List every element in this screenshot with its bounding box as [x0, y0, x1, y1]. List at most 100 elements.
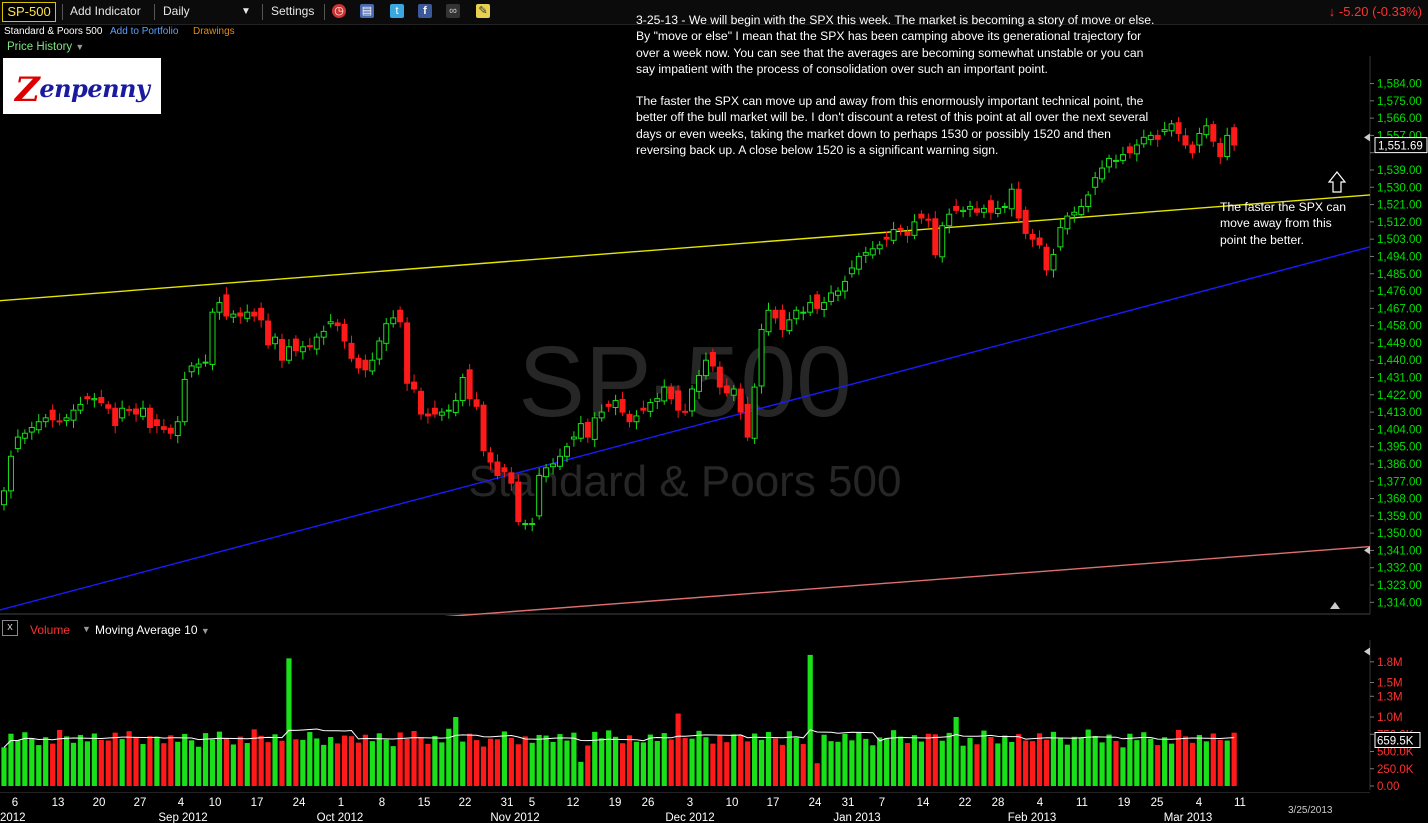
- moving-average-label[interactable]: Moving Average 10 ▼: [95, 623, 210, 637]
- add-to-portfolio-link[interactable]: Add to Portfolio: [110, 26, 179, 37]
- volume-bar: [932, 734, 938, 786]
- candle-body: [160, 426, 167, 430]
- twitter-icon[interactable]: t: [390, 4, 404, 18]
- candle-body: [195, 363, 202, 368]
- candle-body: [230, 313, 237, 318]
- candle-body: [1119, 154, 1126, 161]
- volume-bar: [696, 730, 702, 786]
- candle-body: [1064, 215, 1071, 230]
- volume-bar: [522, 736, 528, 786]
- volume-bar: [460, 741, 466, 786]
- candle-body: [974, 208, 980, 213]
- facebook-icon[interactable]: f: [418, 4, 432, 18]
- volume-chart[interactable]: 0.00250.0K500.0K750.0K1.0M1.3M1.5M1.8M65…: [0, 640, 1428, 792]
- volume-bar: [758, 739, 765, 786]
- volume-bar: [189, 740, 195, 786]
- candle-body: [869, 248, 876, 256]
- add-indicator-button[interactable]: Add Indicator: [70, 4, 141, 18]
- volume-bar: [821, 734, 827, 786]
- candle-body: [723, 385, 730, 394]
- chevron-down-icon[interactable]: ▼: [241, 6, 251, 17]
- volume-label-text: Volume: [30, 623, 71, 637]
- y-tick-label: 1,404.00: [1377, 424, 1422, 436]
- y-tick-label: 1,431.00: [1377, 373, 1422, 385]
- candle-body: [452, 400, 459, 413]
- volume-bar: [1224, 740, 1230, 786]
- volume-bar: [1009, 741, 1015, 786]
- volume-bar: [196, 746, 202, 786]
- candle-body: [1168, 123, 1175, 132]
- annotation-paragraph-2: The faster the SPX can move up and away …: [636, 94, 1149, 158]
- volume-bar: [592, 731, 598, 786]
- price-chart[interactable]: SP-500 Standard & Poors 500 1,584.00 1,575.…: [0, 56, 1428, 616]
- print-icon[interactable]: ▤: [360, 4, 374, 18]
- volume-bar: [223, 738, 229, 786]
- price-pointer-icon: [1364, 133, 1370, 142]
- settings-button[interactable]: Settings: [271, 4, 315, 18]
- clock-icon[interactable]: ◷: [332, 4, 346, 18]
- close-icon[interactable]: x: [2, 620, 18, 636]
- volume-bar: [870, 745, 876, 786]
- volume-bar: [126, 731, 132, 786]
- volume-bar: [1023, 740, 1029, 786]
- x-day-label: 4: [1037, 797, 1044, 809]
- interval-select[interactable]: Daily: [163, 4, 190, 18]
- volume-bar: [105, 740, 111, 786]
- candle-body: [1057, 227, 1064, 248]
- volume-bar: [682, 738, 688, 786]
- chevron-down-icon: ▼: [82, 624, 91, 634]
- volume-bar: [654, 740, 660, 786]
- candle-body: [285, 346, 292, 361]
- volume-bar: [1148, 738, 1154, 786]
- candle-body: [682, 410, 689, 413]
- volume-label[interactable]: Volume: [30, 623, 70, 637]
- volume-bar: [265, 742, 271, 786]
- candle-body: [876, 244, 883, 250]
- volume-bar: [1113, 740, 1119, 786]
- candle-body: [550, 463, 557, 468]
- candle-body: [1161, 129, 1168, 133]
- volume-bar: [36, 745, 42, 786]
- candle-body: [557, 455, 563, 467]
- symbol-input[interactable]: SP-500: [2, 2, 56, 22]
- volume-bar: [661, 733, 667, 786]
- note-icon[interactable]: ✎: [476, 4, 490, 18]
- candle-body: [1217, 142, 1224, 158]
- volume-bar: [557, 734, 563, 786]
- candle-body: [216, 302, 223, 313]
- ma-label-text: Moving Average 10: [95, 623, 198, 637]
- volume-bar: [1120, 747, 1126, 786]
- candle-body: [56, 420, 63, 423]
- candle-body: [605, 403, 612, 407]
- price-history-menu[interactable]: Price History ▼: [7, 41, 84, 53]
- candle-body: [1029, 234, 1036, 240]
- candle-body: [515, 481, 522, 523]
- volume-bar: [209, 739, 216, 786]
- x-day-label: 26: [642, 797, 655, 809]
- drawings-link[interactable]: Drawings: [193, 26, 235, 37]
- x-day-label: 31: [501, 797, 514, 809]
- candle-body: [619, 398, 626, 413]
- binoculars-icon[interactable]: ∞: [446, 4, 460, 18]
- x-month-label: Dec 2012: [665, 812, 714, 823]
- candle-body: [494, 461, 501, 476]
- current-date-label: 3/25/2013: [1288, 805, 1333, 816]
- volume-bar: [772, 738, 779, 786]
- candle-body: [1022, 209, 1029, 234]
- y-tick-label: 1,539.00: [1377, 165, 1422, 177]
- x-day-label: 7: [879, 797, 885, 809]
- x-day-label: 22: [459, 797, 472, 809]
- y-tick-label: 1,413.00: [1377, 407, 1422, 419]
- volume-bar: [29, 738, 35, 786]
- volume-bar: [1127, 733, 1133, 786]
- volume-bar: [647, 734, 653, 786]
- volume-bar: [307, 732, 313, 786]
- volume-bar: [904, 743, 911, 786]
- volume-bar: [828, 741, 834, 786]
- candle-body: [925, 218, 932, 221]
- volume-bar: [70, 742, 77, 786]
- watermark-name: Standard & Poors 500: [469, 457, 902, 506]
- x-month-label: Oct 2012: [317, 812, 364, 823]
- volume-bar: [613, 736, 619, 786]
- volume-bar: [550, 741, 556, 786]
